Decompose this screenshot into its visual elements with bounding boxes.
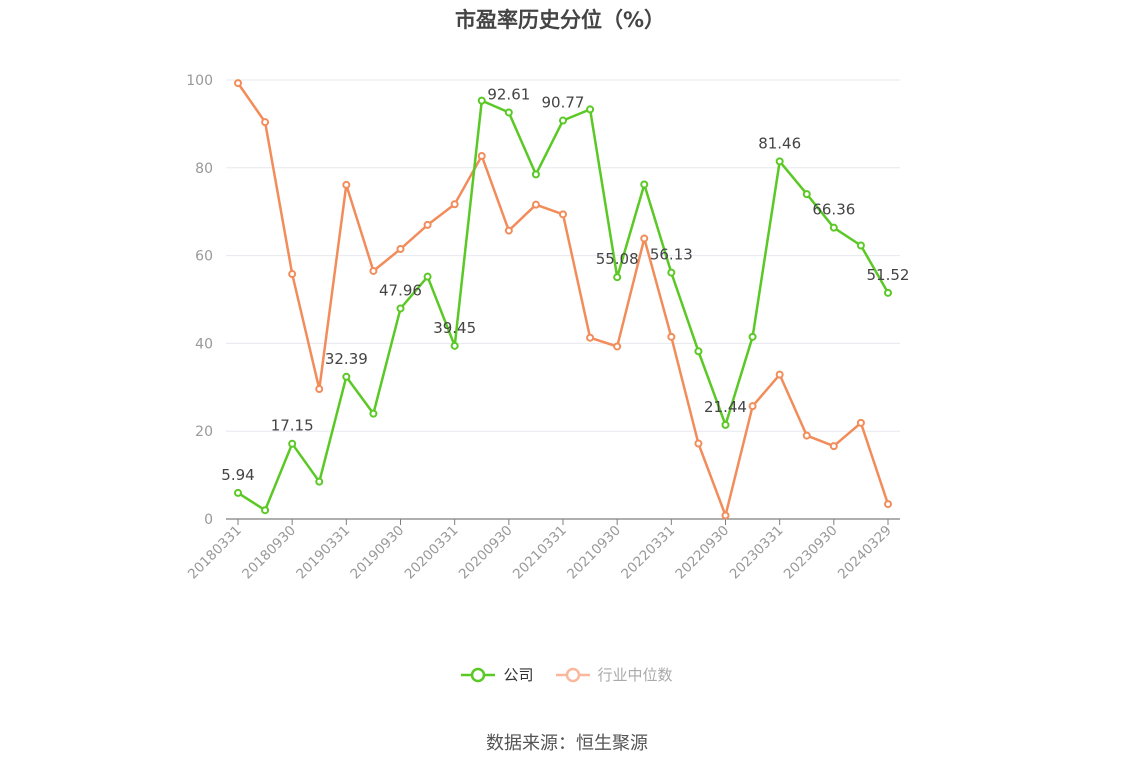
point-company-20190630 — [369, 409, 378, 418]
x-tick-label-20220930: 20220930 — [672, 523, 732, 583]
point-company-20200331 — [450, 341, 459, 350]
point-industry-median-20211231 — [640, 234, 649, 243]
point-company-20200930 — [504, 108, 513, 117]
point-company-20190930 — [396, 304, 405, 313]
data-label-company-20230331: 81.46 — [758, 134, 801, 152]
point-company-20181231 — [315, 477, 324, 486]
x-tick-label-20210930: 20210930 — [564, 523, 624, 583]
point-industry-median-20230331 — [775, 370, 784, 379]
data-label-company-20210930: 55.08 — [596, 250, 639, 268]
point-company-20220331 — [667, 268, 676, 277]
series-line-company — [237, 99, 890, 512]
x-tick-label-20190930: 20190930 — [347, 523, 407, 583]
point-industry-median-20181231 — [315, 385, 324, 394]
data-label-company-20220930: 21.44 — [704, 398, 747, 416]
x-tick-label-20190331: 20190331 — [293, 523, 353, 583]
x-tick-label-20180930: 20180930 — [239, 523, 299, 583]
point-company-20230630 — [802, 190, 811, 199]
legend-label-company: 公司 — [503, 666, 534, 684]
data-label-layer: 5.94 17.15 32.39 47.96 39.45 92.61 90.77 55.08 5… — [221, 85, 909, 483]
point-company-20180331 — [234, 488, 242, 497]
point-industry-median-20190630 — [369, 266, 378, 275]
point-company-20231231 — [856, 241, 865, 250]
point-industry-median-20201231 — [531, 200, 540, 209]
data-label-company-20210331: 90.77 — [542, 94, 585, 112]
point-company-20230930 — [829, 223, 838, 232]
point-industry-median-20200930 — [504, 226, 513, 235]
point-industry-median-20200331 — [450, 200, 459, 209]
point-industry-median-20180331 — [234, 79, 242, 88]
data-label-company-20180930: 17.15 — [271, 417, 314, 435]
point-company-20220930 — [721, 420, 730, 429]
chart-title: 市盈率历史分位（%） — [454, 8, 666, 32]
point-industry-median-20230630 — [802, 431, 811, 440]
point-company-20221231 — [748, 332, 757, 341]
y-tick-label-0: 0 — [204, 512, 213, 528]
data-label-company-20200331: 39.45 — [433, 319, 476, 337]
x-tick-label-20240329: 20240329 — [835, 523, 895, 583]
point-industry-median-20220630 — [694, 439, 703, 448]
point-company-20230331 — [775, 157, 784, 166]
point-industry-median-20180930 — [288, 270, 297, 279]
point-industry-median-20200630 — [477, 151, 486, 160]
legend-item-company[interactable]: 公司 — [461, 664, 534, 685]
point-company-20211231 — [640, 180, 649, 189]
point-company-20200630 — [477, 96, 486, 105]
pe-percentile-line-chart: 0 20 40 60 80 100 2018033120180930201903312019… — [185, 73, 910, 583]
point-company-20220630 — [694, 347, 703, 356]
point-industry-median-20221231 — [748, 402, 757, 411]
point-industry-median-20220331 — [667, 332, 676, 341]
data-label-company-20220331: 56.13 — [650, 246, 693, 264]
y-tick-label-20: 20 — [195, 424, 213, 440]
data-source-note: 数据来源：恒生聚源 — [486, 733, 648, 754]
legend-item-industry-median[interactable]: 行业中位数 — [555, 664, 673, 685]
point-industry-median-20191231 — [423, 220, 432, 229]
x-tick-label-20230331: 20230331 — [727, 523, 787, 583]
point-industry-median-20231231 — [856, 418, 865, 427]
point-company-20210930 — [613, 273, 622, 282]
point-industry-median-20210331 — [559, 210, 567, 219]
point-industry-median-20210630 — [586, 333, 595, 342]
y-tick-label-40: 40 — [195, 336, 213, 352]
y-tick-label-100: 100 — [186, 73, 213, 89]
point-industry-median-20210930 — [613, 342, 622, 351]
point-company-20180630 — [261, 506, 270, 515]
point-company-20180930 — [288, 439, 297, 448]
point-company-20210331 — [559, 116, 567, 125]
legend-industry-marker-icon — [555, 667, 590, 682]
x-tick-label-20200930: 20200930 — [456, 523, 516, 583]
point-company-20210630 — [586, 105, 595, 114]
legend: 公司 行业中位数 — [0, 664, 1134, 685]
x-tick-label-20210331: 20210331 — [510, 523, 570, 583]
point-industry-median-20240329 — [884, 500, 892, 509]
point-industry-median-20190930 — [396, 245, 405, 254]
x-tick-label-20220331: 20220331 — [618, 523, 678, 583]
data-label-company-20200930: 92.61 — [487, 85, 530, 103]
x-tick-label-20180331: 20180331 — [185, 523, 245, 583]
x-tick-label-20200331: 20200331 — [402, 523, 462, 583]
point-company-20240329 — [884, 288, 892, 297]
data-label-company-20230930: 66.36 — [812, 201, 855, 219]
point-industry-median-20220930 — [721, 511, 730, 520]
y-tick-label-60: 60 — [195, 249, 213, 265]
x-tick-label-20230930: 20230930 — [781, 523, 841, 583]
point-company-20191231 — [423, 272, 432, 281]
point-industry-median-20190331 — [342, 180, 351, 189]
point-industry-median-20230930 — [829, 442, 838, 451]
series-layer — [234, 79, 892, 520]
grid-layer — [226, 79, 900, 432]
point-industry-median-20180630 — [261, 118, 270, 127]
point-company-20201231 — [531, 170, 540, 179]
data-label-company-20190331: 32.39 — [325, 350, 368, 368]
point-company-20190331 — [342, 372, 351, 381]
data-label-company-20190930: 47.96 — [379, 281, 422, 299]
legend-company-marker-icon — [461, 667, 496, 682]
data-label-company-20180331: 5.94 — [221, 466, 254, 484]
y-tick-label-80: 80 — [195, 161, 213, 177]
data-label-company-20240329: 51.52 — [867, 266, 910, 284]
legend-label-industry-median: 行业中位数 — [597, 666, 673, 684]
